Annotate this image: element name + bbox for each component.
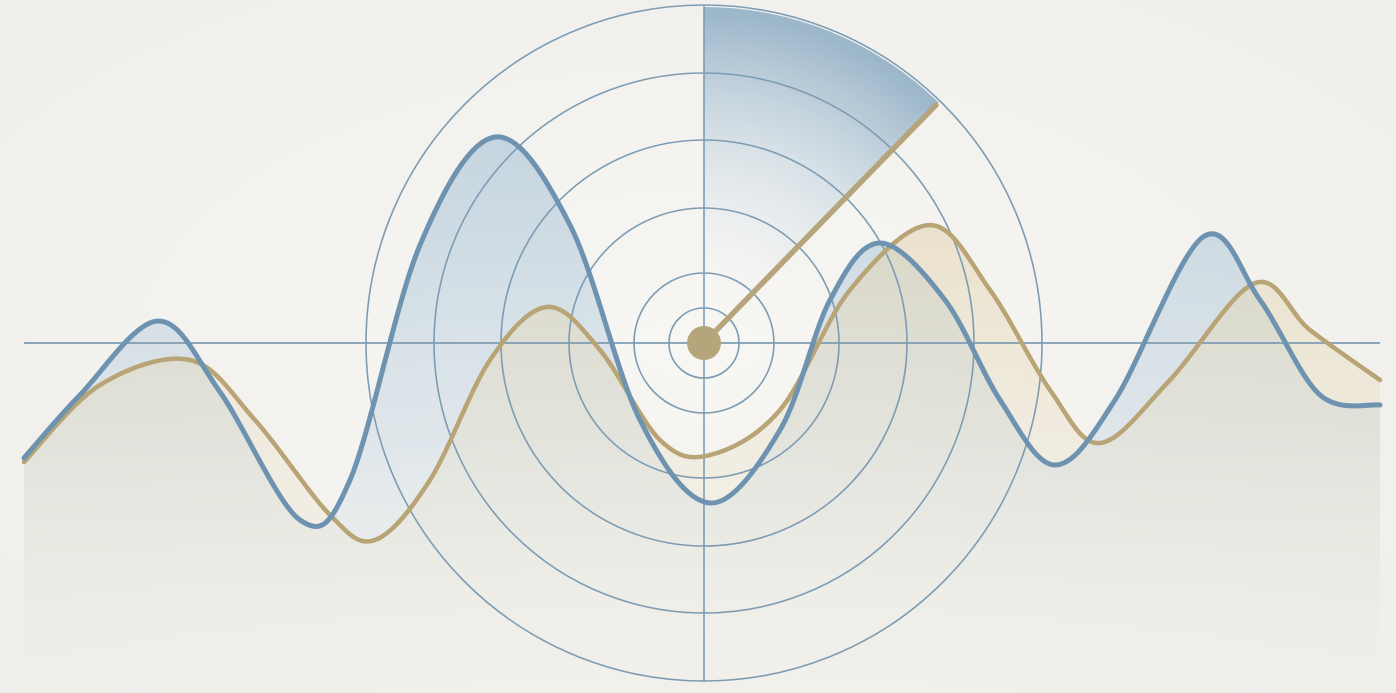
radar-sweep-wedge [704,7,939,343]
gold-wave-area [24,225,1380,693]
radar-hub [687,326,721,360]
blue-wave-line [21,134,1383,529]
radar-needle [701,102,939,346]
gold-wave-line [21,222,1383,544]
